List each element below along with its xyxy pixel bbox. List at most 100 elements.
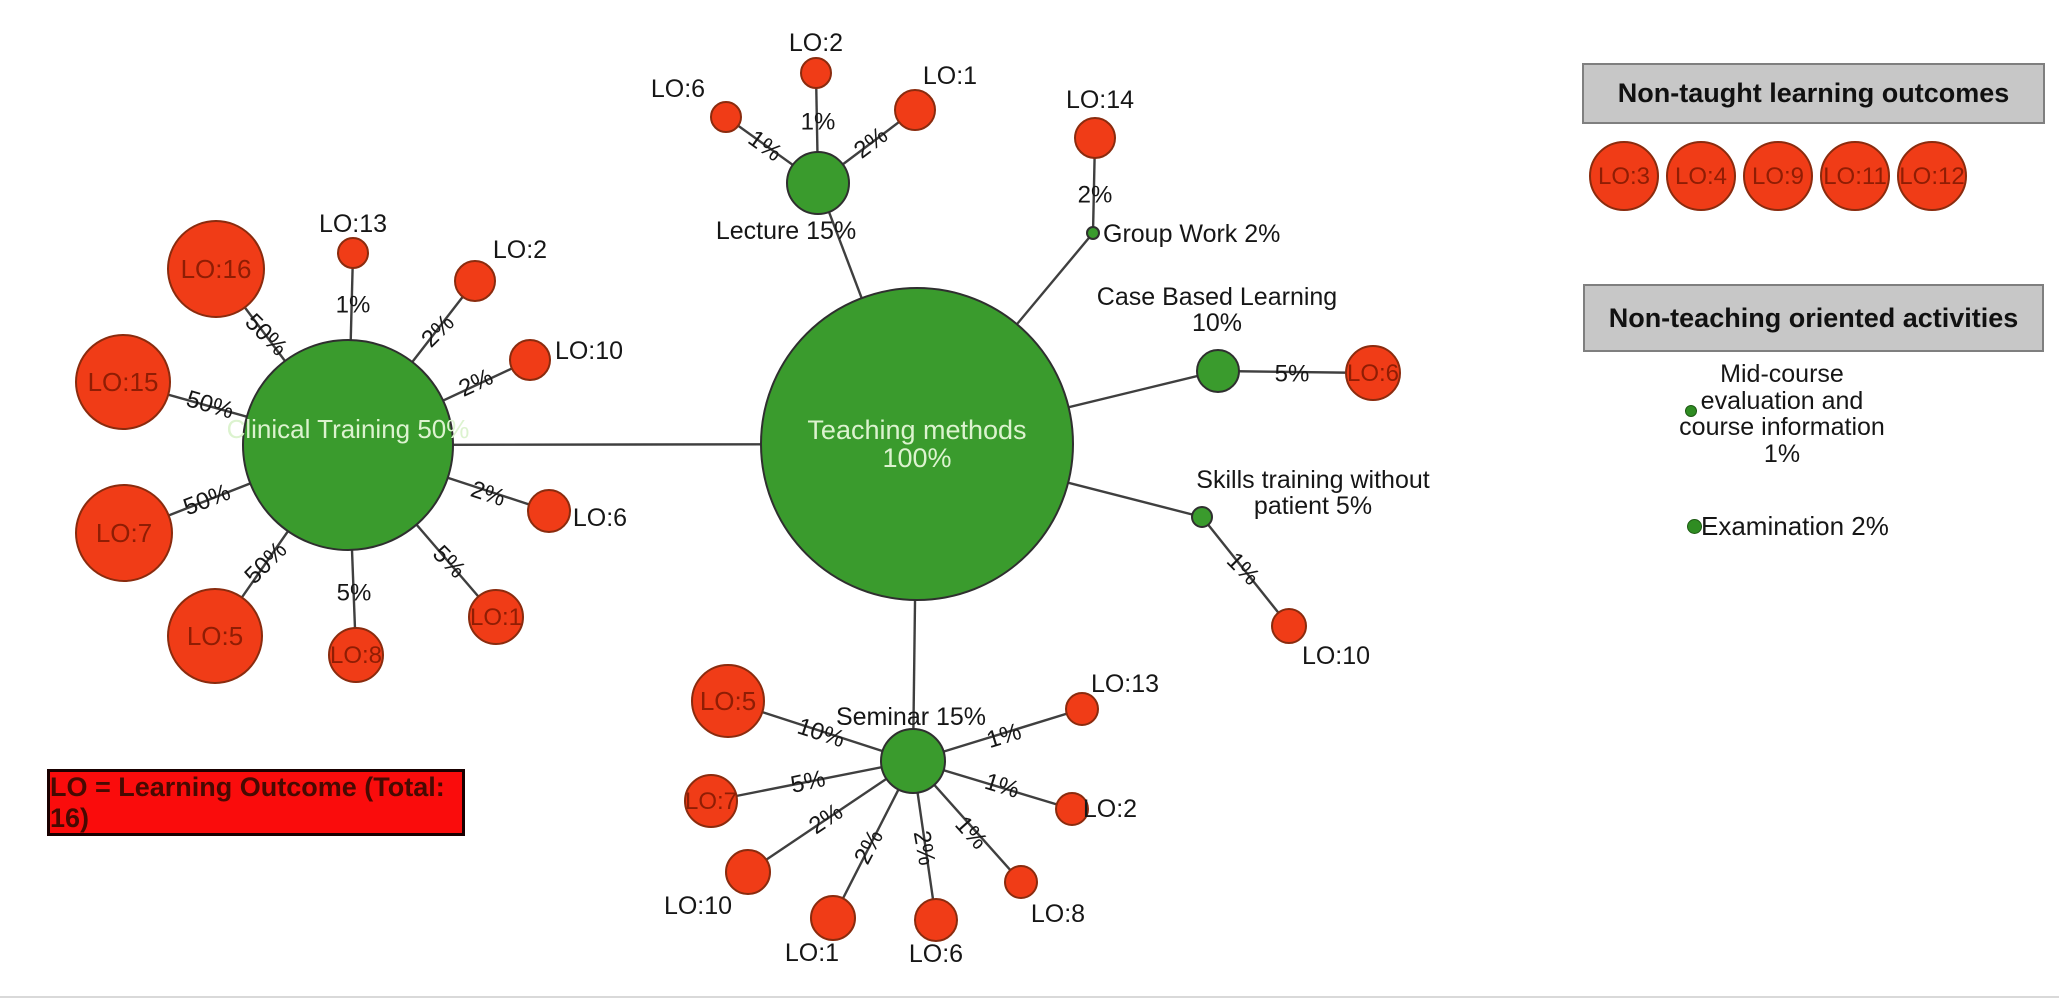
node-lec_lo1 — [894, 89, 936, 131]
edge-label-clinical-cl_lo1: 5% — [427, 540, 471, 584]
node-label-se_lo5: LO:5 — [700, 686, 756, 716]
node-label-cl_lo1: LO:1 — [470, 604, 522, 631]
node-lo15 — [75, 334, 171, 430]
edge-label-clinical-cl_lo2: 2% — [416, 309, 460, 353]
node-lec_lo6 — [710, 101, 742, 133]
node-se_lo13 — [1065, 692, 1099, 726]
non-taught-outcome-label-LO3: LO:3 — [1598, 163, 1650, 190]
edge-label-lo14-groupwork: 2% — [1078, 182, 1113, 209]
panel-header-non-taught: Non-taught learning outcomes — [1582, 63, 2045, 124]
node-cl_lo13 — [337, 237, 369, 269]
node-clinical — [242, 339, 454, 551]
node-seminar — [880, 728, 946, 794]
panel-header-non-taught-label: Non-taught learning outcomes — [1617, 78, 2010, 108]
node-se_lo1 — [810, 895, 856, 941]
node-cbl_lo6 — [1345, 345, 1401, 401]
node-se_lo7 — [684, 774, 738, 828]
node-label-lec_lo2: LO:2 — [789, 29, 843, 57]
node-label-lo16: LO:16 — [181, 254, 252, 284]
node-label-lo8: LO:8 — [330, 642, 382, 669]
node-label-cl_lo7: LO:7 — [96, 518, 152, 548]
node-label-lec_lo6: LO:6 — [651, 75, 705, 103]
edge-skills-sk_lo10 — [1201, 516, 1290, 627]
node-lo16 — [167, 220, 265, 318]
non-taught-outcome-label-LO4: LO:4 — [1675, 163, 1727, 190]
node-label-se_lo13: LO:13 — [1091, 670, 1159, 698]
node-label-seminar: Seminar 15% — [836, 703, 986, 731]
edge-label-seminar-se_lo1: 2% — [849, 825, 889, 868]
edge-label-clinical-cl_lo6: 2% — [467, 476, 508, 512]
edge-label-lecture-lec_lo1: 2% — [849, 122, 893, 164]
node-lec_lo2 — [800, 57, 832, 89]
edge-label-seminar-se_lo2: 1% — [981, 768, 1022, 804]
legend-box: LO = Learning Outcome (Total: 16) — [47, 769, 465, 836]
non-taught-outcome-label-LO12: LO:12 — [1899, 163, 1964, 190]
midcourse-line-2: evaluation and — [1700, 386, 1864, 415]
node-label-teaching: Teaching methods 100% — [807, 415, 1026, 473]
node-label-se_lo6: LO:6 — [909, 940, 963, 968]
node-lo5 — [167, 588, 263, 684]
examination-dot — [1687, 519, 1702, 534]
edge-label-lecture-lec_lo6: 1% — [743, 125, 787, 167]
midcourse-percent: 1% — [1763, 439, 1801, 468]
edge-label-clinical-lo8: 5% — [337, 580, 372, 607]
midcourse-line-3: course information — [1679, 413, 1885, 441]
panel-header-non-teaching-label: Non-teaching oriented activities — [1608, 302, 2019, 333]
node-cl_lo1 — [468, 589, 524, 645]
node-cl_lo6 — [527, 489, 571, 533]
node-cl_lo10 — [509, 339, 551, 381]
node-label-clinical: Clinical Training 50% — [227, 414, 470, 444]
examination-label: Examination 2% — [1701, 510, 1889, 541]
node-label-lec_lo1: LO:1 — [923, 62, 977, 90]
edge-label-seminar-se_lo7: 5% — [788, 765, 828, 799]
edge-label-seminar-se_lo13: 1% — [983, 718, 1024, 754]
non-taught-outcome-LO11 — [1820, 141, 1890, 211]
node-lo8 — [328, 627, 384, 683]
node-label-lo14: LO:14 — [1066, 86, 1134, 114]
node-label-skills: Skills training without patient 5% — [1196, 466, 1429, 520]
edge-label-seminar-se_lo8: 1% — [949, 811, 992, 855]
edge-label-clinical-cl_lo13: 1% — [336, 292, 371, 319]
node-se_lo6 — [914, 898, 958, 942]
edge-label-seminar-se_lo10: 2% — [804, 798, 848, 840]
node-label-se_lo8: LO:8 — [1031, 900, 1085, 928]
node-cbl — [1196, 349, 1240, 393]
edge-seminar-se_lo7 — [710, 759, 914, 803]
midcourse-line-1: Mid-course — [1720, 360, 1844, 388]
non-taught-outcome-label-LO9: LO:9 — [1752, 163, 1804, 190]
node-label-cbl_lo6: LO:6 — [1347, 360, 1399, 387]
edge-label-skills-sk_lo10: 1% — [1221, 547, 1265, 591]
node-se_lo8 — [1004, 865, 1038, 899]
node-se_lo10 — [725, 849, 771, 895]
node-sk_lo10 — [1271, 608, 1307, 644]
node-label-sk_lo10: LO:10 — [1302, 642, 1370, 670]
non-taught-outcome-LO4 — [1666, 141, 1736, 211]
node-label-cl_lo10: LO:10 — [555, 337, 623, 365]
midcourse-evaluation-dot — [1685, 405, 1697, 417]
non-taught-outcome-LO12 — [1897, 141, 1967, 211]
node-cl_lo2 — [454, 260, 496, 302]
legend-label: LO = Learning Outcome (Total: 16) — [50, 771, 445, 833]
node-groupwork — [1086, 226, 1100, 240]
node-label-se_lo10: LO:10 — [664, 892, 732, 920]
node-lo14 — [1074, 117, 1116, 159]
panel-header-non-teaching: Non-teaching oriented activities — [1583, 284, 2044, 352]
node-label-se_lo1: LO:1 — [785, 939, 839, 967]
edge-label-seminar-se_lo6: 2% — [908, 829, 941, 868]
node-label-lo5: LO:5 — [187, 621, 243, 651]
node-label-cl_lo2: LO:2 — [493, 236, 547, 264]
node-label-groupwork: Group Work 2% — [1103, 220, 1280, 248]
edge-label-clinical-cl_lo7: 50% — [180, 479, 235, 521]
node-lecture — [786, 151, 850, 215]
edge-label-lecture-lec_lo2: 1% — [801, 109, 836, 136]
edge-seminar-se_lo10 — [747, 760, 914, 873]
node-label-cl_lo6: LO:6 — [573, 504, 627, 532]
edge-label-clinical-lo16: 50% — [239, 308, 292, 361]
node-label-se_lo2: LO:2 — [1083, 795, 1137, 823]
node-se_lo5 — [691, 664, 765, 738]
node-label-lo15: LO:15 — [88, 367, 159, 397]
node-teaching — [760, 287, 1074, 601]
non-taught-outcome-LO9 — [1743, 141, 1813, 211]
